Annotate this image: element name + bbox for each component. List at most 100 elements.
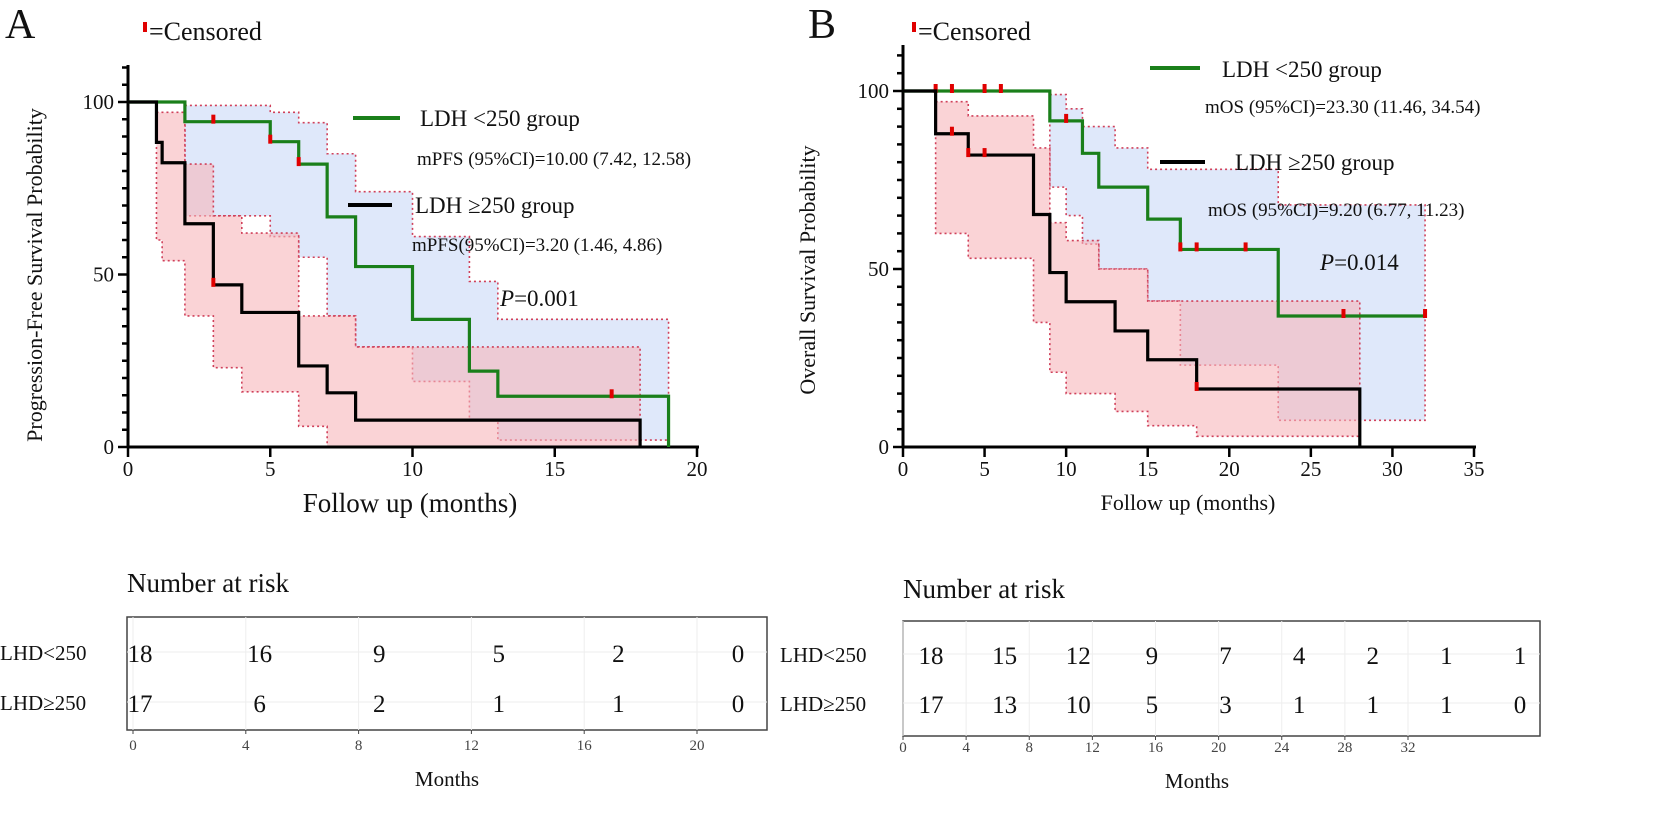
risk-count: 1	[493, 691, 506, 718]
p-value: =0.014	[1334, 250, 1399, 275]
censor-mark	[933, 84, 938, 93]
x-tick-label: 0	[123, 457, 134, 481]
median-stat: mOS (95%CI)=23.30 (11.46, 34.54)	[1205, 97, 1480, 118]
censor-mark	[211, 114, 216, 124]
risk-count: 3	[1219, 692, 1232, 719]
y-tick-label: 50	[93, 263, 114, 287]
censor-mark	[982, 84, 987, 93]
risk-count: 0	[732, 691, 745, 718]
risk-count: 0	[732, 641, 745, 668]
censored-legend-label: =Censored	[918, 17, 1031, 46]
risk-row-label: LHD<250	[0, 641, 87, 665]
risk-tick-label: 28	[1337, 740, 1352, 756]
risk-count: 1	[1440, 692, 1453, 719]
censor-mark	[949, 126, 954, 136]
x-tick-label: 10	[1056, 457, 1077, 481]
x-tick-label: 15	[544, 457, 565, 481]
risk-row-label: LHD≥250	[780, 692, 866, 716]
x-tick-label: 10	[402, 457, 423, 481]
risk-count: 1	[1293, 692, 1306, 719]
y-tick-label: 50	[868, 257, 889, 281]
risk-table-box	[126, 616, 768, 731]
y-axis-label: Progression-Free Survival Probability	[22, 108, 47, 442]
risk-x-label: Months	[1165, 769, 1229, 793]
risk-count: 0	[1514, 692, 1527, 719]
p-value: =0.001	[514, 286, 579, 311]
censor-legend-mark	[143, 22, 147, 32]
risk-table-title: Number at risk	[127, 568, 289, 598]
risk-count: 6	[253, 691, 266, 718]
risk-count: 9	[1146, 643, 1159, 670]
censor-mark	[1243, 242, 1248, 252]
x-tick-label: 15	[1137, 457, 1158, 481]
risk-count: 9	[373, 641, 386, 668]
risk-tick-label: 20	[1211, 740, 1226, 756]
risk-count: 18	[919, 643, 944, 670]
risk-count: 1	[1514, 643, 1527, 670]
censor-mark	[1194, 242, 1199, 252]
risk-row-label: LHD<250	[780, 643, 867, 667]
risk-count: 1	[1440, 643, 1453, 670]
risk-count: 5	[493, 641, 506, 668]
p-value-annotation: P=0.001	[499, 286, 579, 311]
x-axis-label: Follow up (months)	[1101, 490, 1276, 515]
legend-label: LDH <250 group	[420, 106, 580, 131]
median-stat: mPFS (95%CI)=10.00 (7.42, 12.58)	[417, 149, 691, 170]
y-tick-label: 100	[83, 90, 115, 114]
x-tick-label: 30	[1382, 457, 1403, 481]
risk-count: 17	[919, 692, 944, 719]
censor-mark	[966, 148, 971, 158]
x-tick-label: 5	[979, 457, 990, 481]
risk-x-label: Months	[415, 767, 479, 791]
risk-tick-label: 0	[129, 738, 137, 754]
risk-table-title: Number at risk	[903, 574, 1065, 604]
censor-mark	[1064, 113, 1069, 123]
risk-count: 13	[992, 692, 1017, 719]
risk-count: 2	[1367, 643, 1380, 670]
legend-label: LDH <250 group	[1222, 57, 1382, 82]
x-tick-label: 20	[687, 457, 708, 481]
censor-mark	[1341, 308, 1346, 318]
x-tick-label: 35	[1464, 457, 1485, 481]
risk-count: 7	[1219, 643, 1232, 670]
risk-tick-label: 0	[899, 740, 907, 756]
p-value-prefix: P	[1319, 250, 1334, 275]
panel-label: B	[808, 2, 836, 48]
risk-table-box	[902, 620, 1541, 737]
risk-count: 16	[247, 641, 272, 668]
y-tick-label: 100	[858, 79, 890, 103]
risk-count: 12	[1066, 643, 1091, 670]
risk-count: 17	[128, 691, 153, 718]
p-value-prefix: P	[499, 286, 514, 311]
risk-tick-label: 4	[962, 740, 970, 756]
risk-count: 1	[1367, 692, 1380, 719]
risk-tick-label: 8	[355, 738, 363, 754]
x-tick-label: 20	[1219, 457, 1240, 481]
survival-curve-0	[903, 89, 1426, 318]
median-stat: mOS (95%CI)=9.20 (6.77, 11.23)	[1208, 200, 1464, 221]
survival-curve-1	[903, 89, 1362, 447]
risk-count: 15	[992, 643, 1017, 670]
x-tick-label: 0	[898, 457, 909, 481]
risk-count: 18	[128, 641, 153, 668]
risk-row-label: LHD≥250	[0, 691, 86, 715]
censor-mark	[268, 134, 273, 144]
risk-tick-label: 8	[1026, 740, 1034, 756]
censor-mark	[998, 84, 1003, 93]
ci-band-1	[934, 100, 1361, 438]
risk-tick-label: 20	[690, 738, 705, 754]
y-axis-label: Overall Survival Probability	[795, 145, 820, 394]
censored-legend-label: =Censored	[149, 17, 262, 46]
risk-count: 5	[1146, 692, 1159, 719]
panel-label: A	[5, 2, 36, 48]
survival-curve-1	[128, 100, 642, 447]
censor-mark	[296, 157, 301, 167]
risk-tick-label: 4	[242, 738, 250, 754]
risk-count: 2	[373, 691, 386, 718]
censor-mark	[1178, 242, 1183, 252]
y-tick-label: 0	[104, 435, 115, 459]
median-stat: mPFS(95%CI)=3.20 (1.46, 4.86)	[412, 235, 662, 256]
survival-curve-0	[128, 100, 671, 447]
censor-mark	[982, 148, 987, 158]
